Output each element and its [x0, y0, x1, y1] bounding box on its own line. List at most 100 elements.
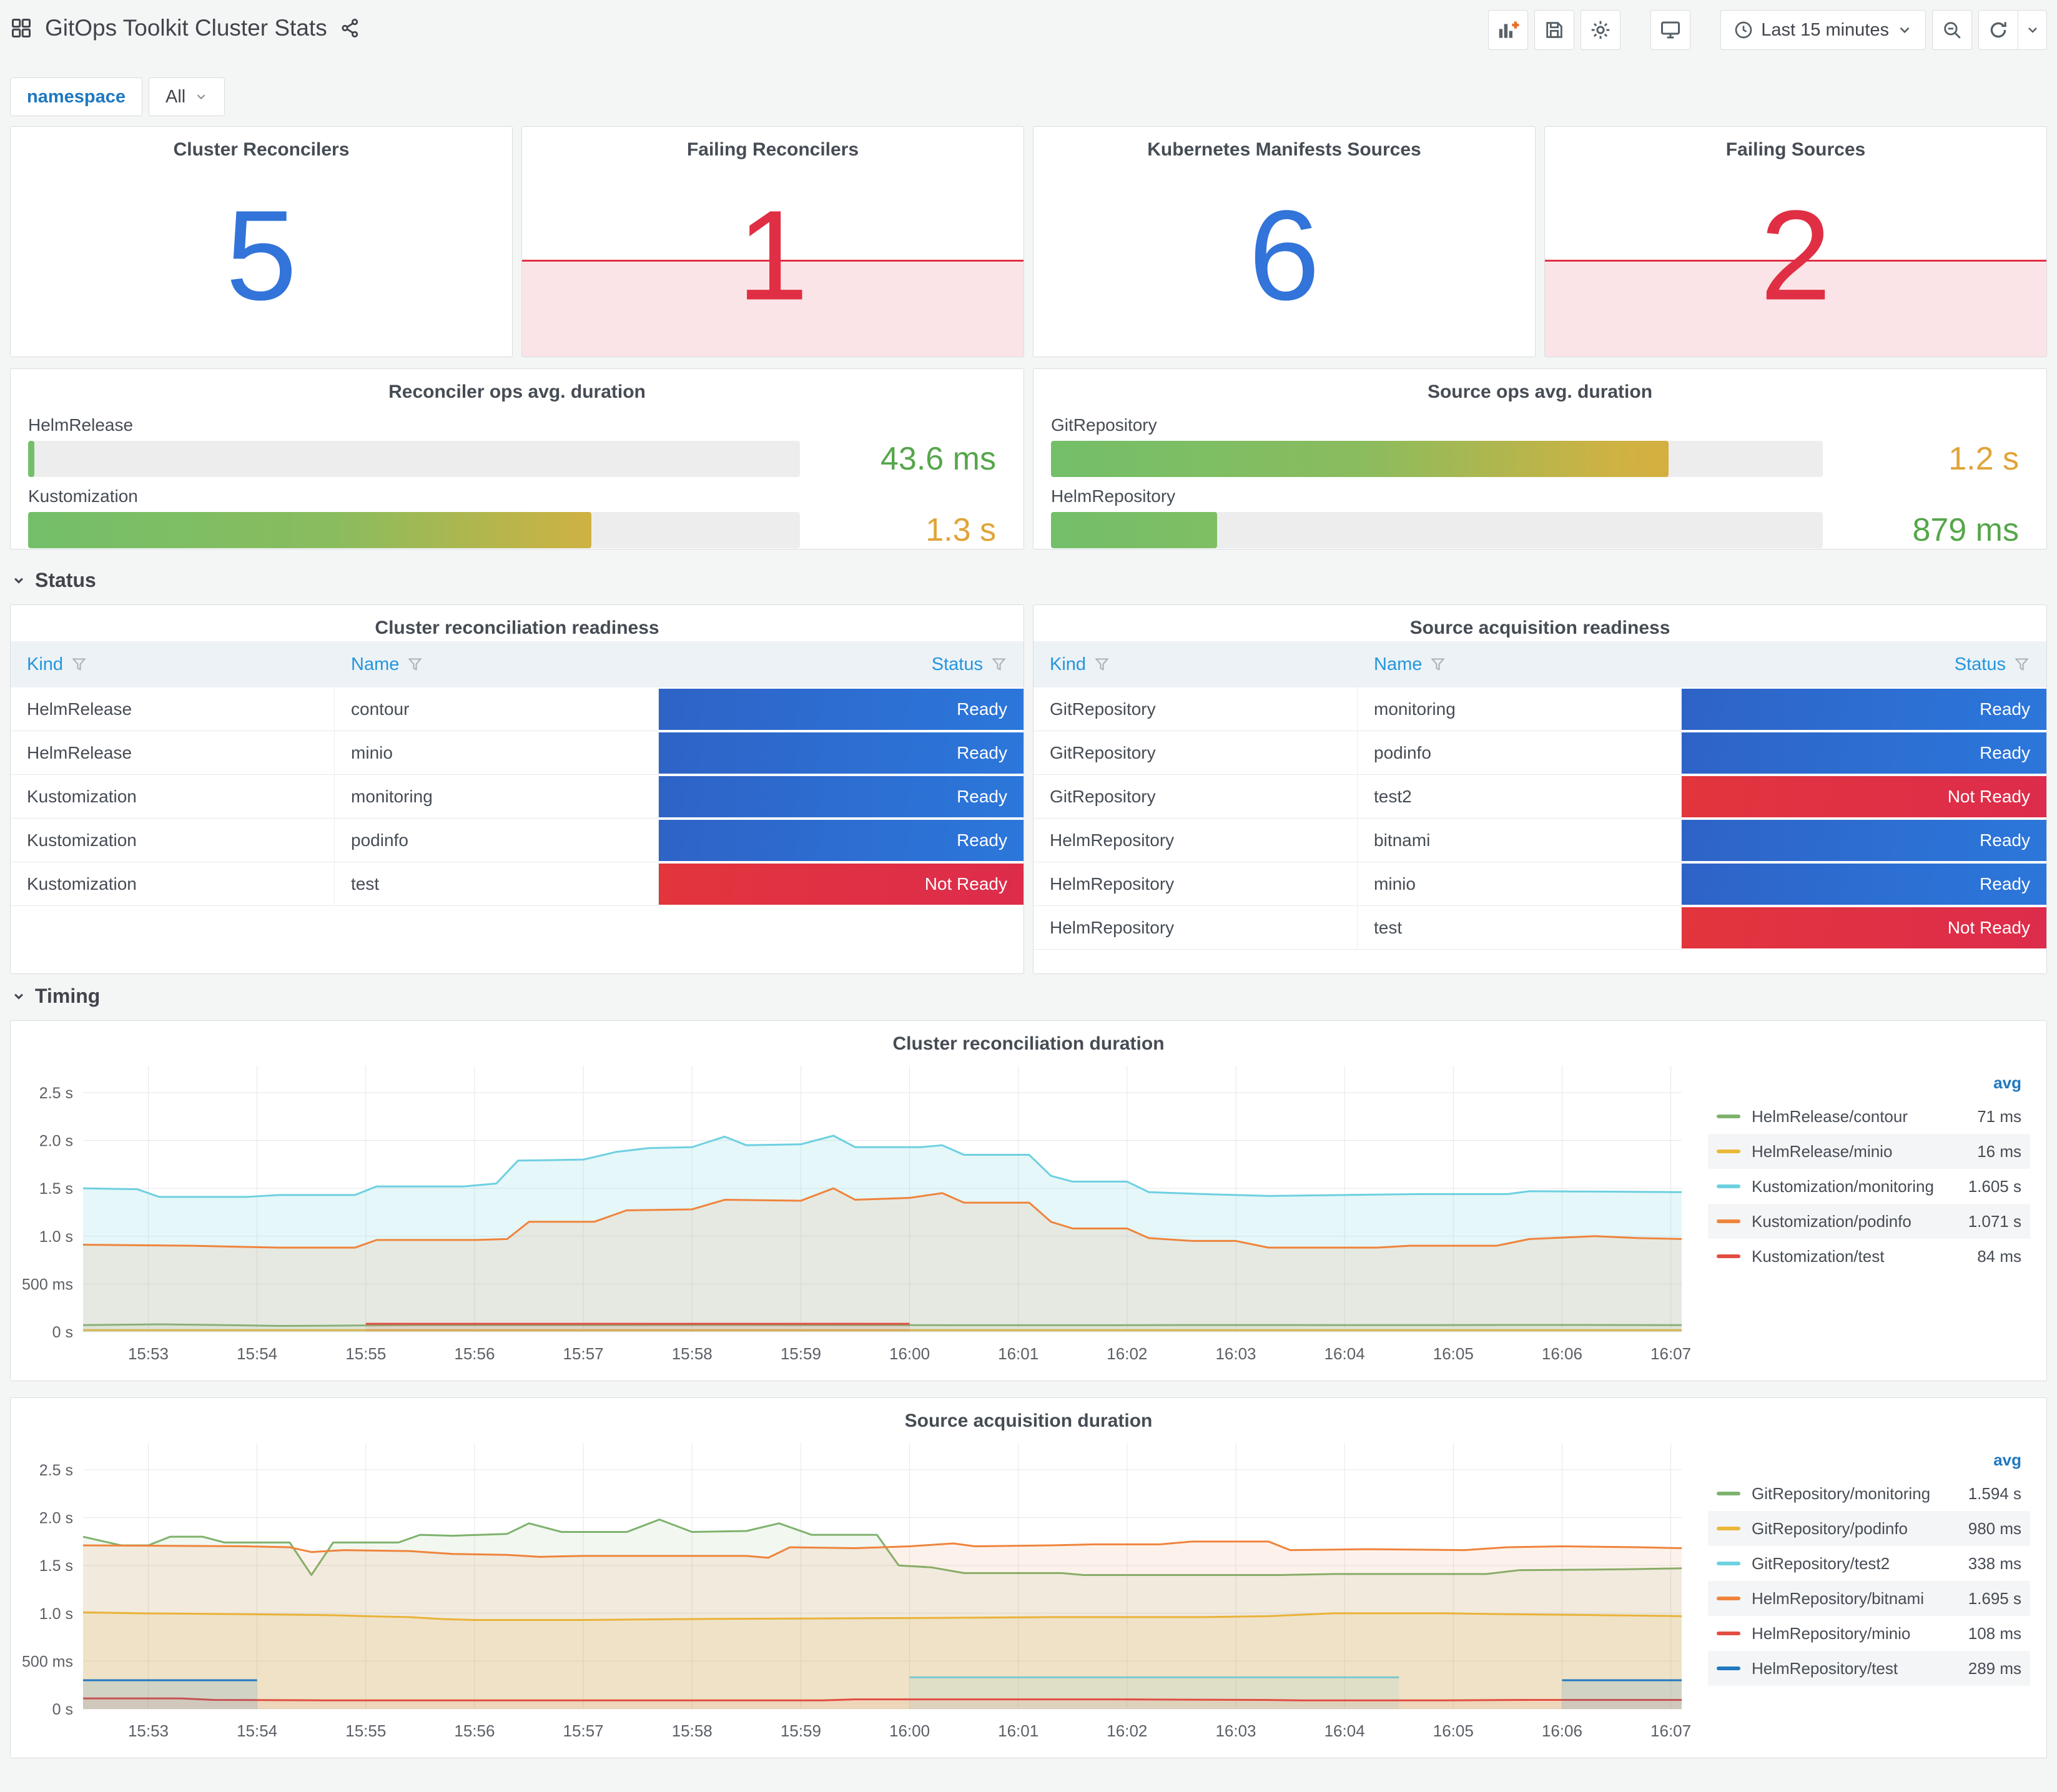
- legend-avg-value: 1.071 s: [1968, 1211, 2021, 1231]
- time-series-plot[interactable]: 0 s 500 ms 1.0 s 1.5 s 2.0 s 2.5 s 15:53 15:54 1…: [13, 1057, 1704, 1377]
- variable-value-dropdown[interactable]: All: [149, 77, 225, 116]
- legend-row: HelmRelease/contour 71 ms: [1708, 1099, 2030, 1134]
- filter-icon[interactable]: [71, 656, 87, 673]
- chevron-down-icon: [1897, 22, 1913, 38]
- gauge-row: GitRepository 1.2 s: [1051, 406, 2029, 478]
- svg-text:16:04: 16:04: [1324, 1344, 1365, 1363]
- column-header-status[interactable]: Status: [659, 654, 1024, 675]
- legend-series-name[interactable]: HelmRepository/test: [1752, 1658, 1898, 1678]
- legend-avg-value: 16 ms: [1977, 1141, 2021, 1161]
- legend-avg-value: 108 ms: [1968, 1623, 2021, 1643]
- legend-series-name[interactable]: Kustomization/test: [1752, 1246, 1885, 1266]
- legend-series-name[interactable]: GitRepository/monitoring: [1752, 1484, 1931, 1503]
- kind-cell: Kustomization: [11, 862, 335, 906]
- filter-icon[interactable]: [990, 656, 1007, 673]
- legend-avg-header[interactable]: avg: [1993, 1073, 2021, 1092]
- legend-series-name[interactable]: Kustomization/monitoring: [1752, 1176, 1934, 1196]
- column-header-name[interactable]: Name: [1358, 654, 1682, 675]
- refresh-interval-dropdown[interactable]: [2018, 10, 2047, 50]
- gauge-fill: [1051, 512, 1217, 548]
- share-icon[interactable]: [340, 17, 361, 39]
- gauge-track: [1051, 512, 1823, 548]
- column-label: Kind: [1050, 654, 1087, 674]
- legend-row: HelmRepository/minio 108 ms: [1708, 1616, 2030, 1651]
- column-header-kind[interactable]: Kind: [11, 654, 335, 675]
- sparkline-fill: [1545, 262, 2046, 357]
- legend-avg-value: 84 ms: [1977, 1246, 2021, 1266]
- refresh-group: [1978, 10, 2047, 50]
- tv-icon: [1659, 19, 1682, 41]
- add-panel-button[interactable]: [1488, 10, 1529, 50]
- kind-cell: GitRepository: [1033, 687, 1358, 731]
- svg-text:1.0 s: 1.0 s: [39, 1605, 73, 1623]
- name-cell: test: [335, 862, 659, 906]
- name-cell: monitoring: [335, 775, 659, 819]
- gear-icon: [1589, 19, 1612, 41]
- status-badge: Ready: [659, 820, 1024, 861]
- svg-text:15:59: 15:59: [781, 1344, 821, 1363]
- kind-cell: GitRepository: [1033, 731, 1358, 775]
- dashboard-title: GitOps Toolkit Cluster Stats: [45, 15, 327, 41]
- gauge-value: 1.2 s: [1948, 441, 2019, 477]
- cycle-view-mode-button[interactable]: [1650, 10, 1691, 50]
- legend-avg-value: 1.695 s: [1968, 1588, 2021, 1608]
- series-color-dash: [1717, 1254, 1740, 1258]
- column-header-name[interactable]: Name: [335, 654, 659, 675]
- table-panel: Cluster reconciliation readiness Kind Name…: [10, 604, 1024, 974]
- legend-series-name[interactable]: HelmRelease/contour: [1752, 1106, 1908, 1126]
- panel-title: Cluster Reconcilers: [173, 139, 350, 160]
- zoom-out-button[interactable]: [1932, 10, 1972, 50]
- svg-text:2.5 s: 2.5 s: [39, 1085, 73, 1102]
- refresh-button[interactable]: [1978, 10, 2018, 50]
- panel-title: Source acquisition readiness: [1409, 618, 1670, 638]
- series-color-dash: [1717, 1527, 1740, 1530]
- time-series-panel: Source acquisition duration 0 s 500 ms 1.0 …: [10, 1397, 2047, 1758]
- legend-row: HelmRelease/minio 16 ms: [1708, 1134, 2030, 1169]
- name-cell: test2: [1358, 775, 1682, 819]
- gauge-row: HelmRepository 879 ms: [1051, 478, 2029, 549]
- filter-icon[interactable]: [407, 656, 423, 673]
- dashboard-settings-button[interactable]: [1581, 10, 1621, 50]
- svg-text:1.5 s: 1.5 s: [39, 1557, 73, 1575]
- svg-text:15:55: 15:55: [345, 1721, 386, 1740]
- legend-series-name[interactable]: Kustomization/podinfo: [1752, 1211, 1911, 1231]
- panel-title: Failing Sources: [1725, 139, 1866, 160]
- row-header-timing[interactable]: Timing: [10, 979, 2047, 1013]
- legend-series-name[interactable]: HelmRepository/bitnami: [1752, 1588, 1924, 1608]
- legend-row: Kustomization/podinfo 1.071 s: [1708, 1204, 2030, 1239]
- legend-series-name[interactable]: HelmRepository/minio: [1752, 1623, 1911, 1643]
- status-cell: Ready: [659, 687, 1024, 731]
- gauge-value: 1.3 s: [925, 512, 996, 548]
- legend-avg-header[interactable]: avg: [1993, 1450, 2021, 1469]
- legend-row: Kustomization/test 84 ms: [1708, 1239, 2030, 1274]
- dashboard-header: GitOps Toolkit Cluster Stats Last 15: [10, 9, 2047, 69]
- filter-icon[interactable]: [1093, 656, 1110, 673]
- row-header-status[interactable]: Status: [10, 563, 2047, 597]
- table-row: HelmRelease minio Ready: [11, 731, 1024, 775]
- time-series-panel: Cluster reconciliation duration 0 s 500 ms…: [10, 1020, 2047, 1381]
- filter-icon[interactable]: [2013, 656, 2030, 673]
- legend-series-name[interactable]: GitRepository/podinfo: [1752, 1519, 1908, 1538]
- time-range-picker[interactable]: Last 15 minutes: [1720, 10, 1926, 50]
- status-cell: Ready: [1682, 687, 2046, 731]
- status-cell: Ready: [659, 819, 1024, 862]
- kind-cell: HelmRepository: [1033, 906, 1358, 950]
- dashboard-grid-icon: [10, 17, 32, 39]
- column-header-status[interactable]: Status: [1682, 654, 2046, 675]
- column-header-kind[interactable]: Kind: [1033, 654, 1358, 675]
- gauge-track: [1051, 441, 1823, 477]
- filter-icon[interactable]: [1429, 656, 1446, 673]
- legend-avg-value: 1.605 s: [1968, 1176, 2021, 1196]
- save-dashboard-button[interactable]: [1534, 10, 1575, 50]
- svg-text:15:58: 15:58: [672, 1344, 713, 1363]
- time-series-svg[interactable]: 0 s 500 ms 1.0 s 1.5 s 2.0 s 2.5 s 15:53 15:54 1…: [13, 1057, 1693, 1369]
- table-panel: Source acquisition readiness Kind Name Stat…: [1033, 604, 2047, 974]
- panel-title: Reconciler ops avg. duration: [388, 382, 646, 402]
- legend-series-name[interactable]: HelmRelease/minio: [1752, 1141, 1893, 1161]
- kind-cell: HelmRelease: [11, 687, 335, 731]
- svg-text:0 s: 0 s: [52, 1324, 73, 1341]
- time-series-svg[interactable]: 0 s 500 ms 1.0 s 1.5 s 2.0 s 2.5 s 15:53 15:54 1…: [13, 1434, 1693, 1746]
- legend-series-name[interactable]: GitRepository/test2: [1752, 1553, 1890, 1573]
- stat-panel: Failing Sources 2: [1544, 126, 2047, 357]
- time-series-plot[interactable]: 0 s 500 ms 1.0 s 1.5 s 2.0 s 2.5 s 15:53 15:54 1…: [13, 1434, 1704, 1754]
